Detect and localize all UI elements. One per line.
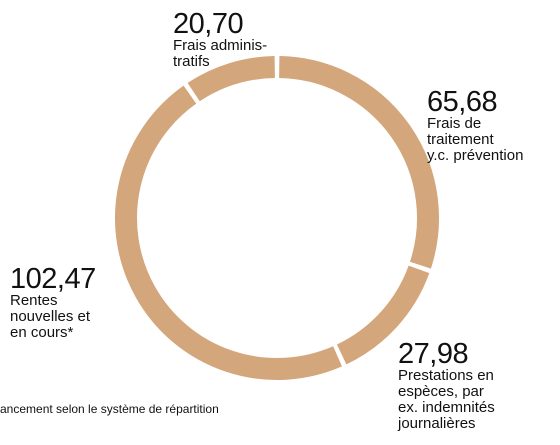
segment-label: Rentes nouvelles et en cours* [10, 292, 91, 341]
value-label: 102,47 [10, 263, 96, 295]
value-label: 20,70 [173, 8, 244, 40]
segment-label: Frais de traitement y.c. prévention [427, 115, 524, 164]
donut-segment [187, 56, 276, 102]
donut-segment [279, 56, 439, 269]
donut-segment [336, 265, 430, 365]
donut-segment [115, 85, 342, 380]
segment-label: Frais adminis- tratifs [173, 37, 268, 70]
value-label: 65,68 [427, 86, 498, 118]
footnote: ancement selon le système de répartition [0, 402, 219, 416]
value-label: 27,98 [398, 338, 469, 370]
segment-label: Prestations en espèces, par ex. indemnit… [398, 367, 495, 432]
